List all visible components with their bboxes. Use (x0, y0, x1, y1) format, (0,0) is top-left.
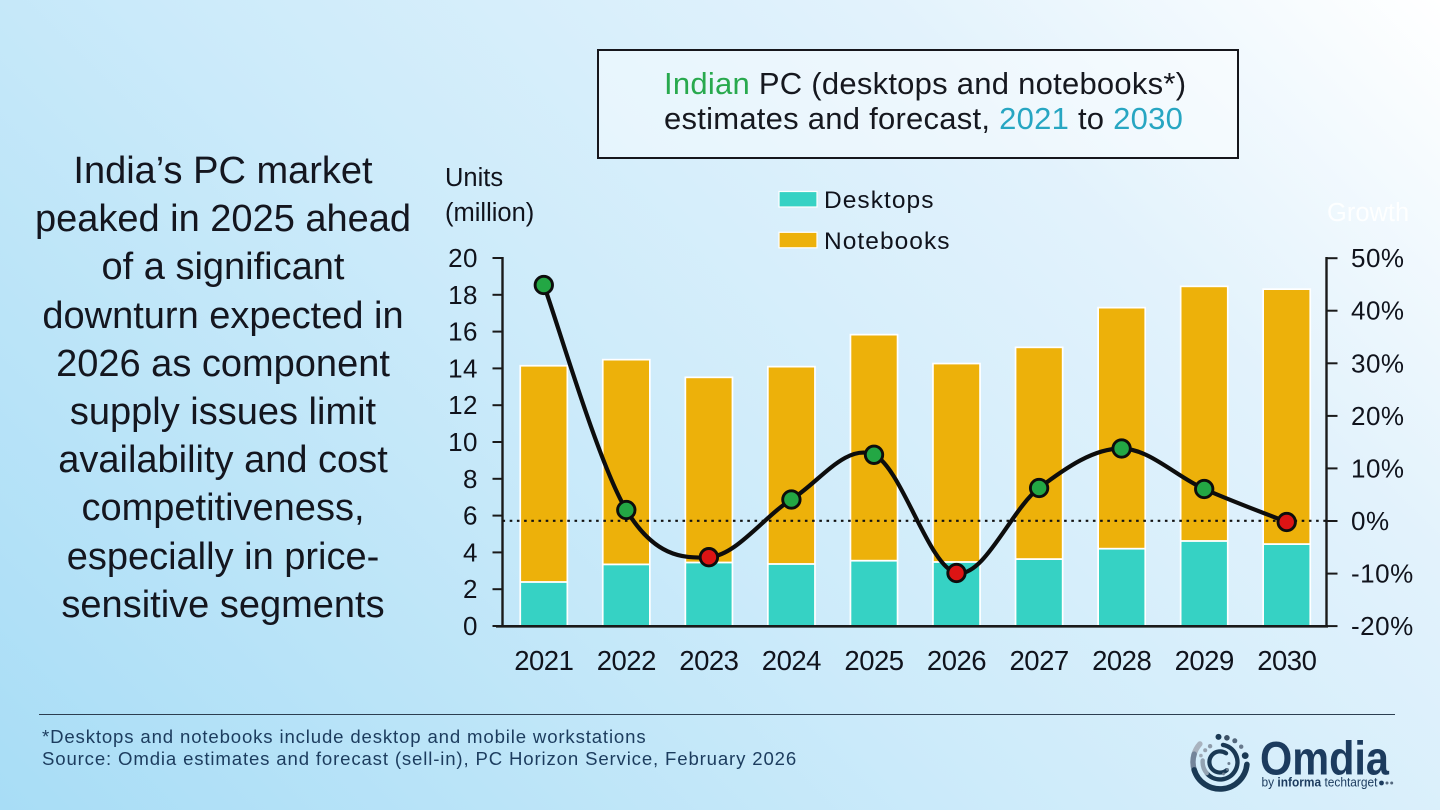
svg-text:Omdia: Omdia (1260, 732, 1390, 785)
svg-text:2021: 2021 (514, 645, 573, 676)
svg-text:Growth: Growth (1327, 199, 1409, 227)
svg-text:2029: 2029 (1175, 645, 1234, 676)
svg-text:20%: 20% (1351, 401, 1405, 431)
svg-text:0: 0 (463, 611, 478, 641)
svg-text:2024: 2024 (762, 645, 821, 676)
svg-text:6: 6 (463, 501, 478, 531)
svg-text:2030: 2030 (1257, 645, 1316, 676)
svg-text:2027: 2027 (1010, 645, 1069, 676)
svg-text:10%: 10% (1351, 453, 1405, 483)
svg-text:0%: 0% (1351, 506, 1390, 536)
svg-text:20: 20 (448, 243, 478, 273)
svg-text:50%: 50% (1351, 243, 1405, 273)
svg-text:Notebooks: Notebooks (824, 228, 951, 255)
svg-text:18: 18 (448, 280, 478, 310)
svg-text:40%: 40% (1351, 296, 1405, 326)
svg-text:2022: 2022 (597, 645, 656, 676)
svg-text:2026: 2026 (927, 645, 986, 676)
svg-text:2023: 2023 (679, 645, 738, 676)
svg-text:14: 14 (448, 353, 478, 383)
svg-text:4: 4 (463, 537, 478, 567)
svg-text:12: 12 (448, 390, 478, 420)
svg-text:-20%: -20% (1351, 611, 1414, 641)
svg-text:by informa techtarget: by informa techtarget (1262, 776, 1378, 790)
svg-text:2028: 2028 (1092, 645, 1151, 676)
svg-text:-10%: -10% (1351, 559, 1414, 589)
svg-text:30%: 30% (1351, 348, 1405, 378)
svg-text:16: 16 (448, 317, 478, 347)
svg-text:Units: Units (445, 164, 503, 192)
svg-text:2025: 2025 (844, 645, 903, 676)
svg-text:8: 8 (463, 464, 478, 494)
svg-text:Desktops: Desktops (824, 187, 935, 214)
svg-text:10: 10 (448, 427, 478, 457)
svg-text:(million): (million) (445, 199, 534, 227)
svg-text:2: 2 (463, 574, 478, 604)
